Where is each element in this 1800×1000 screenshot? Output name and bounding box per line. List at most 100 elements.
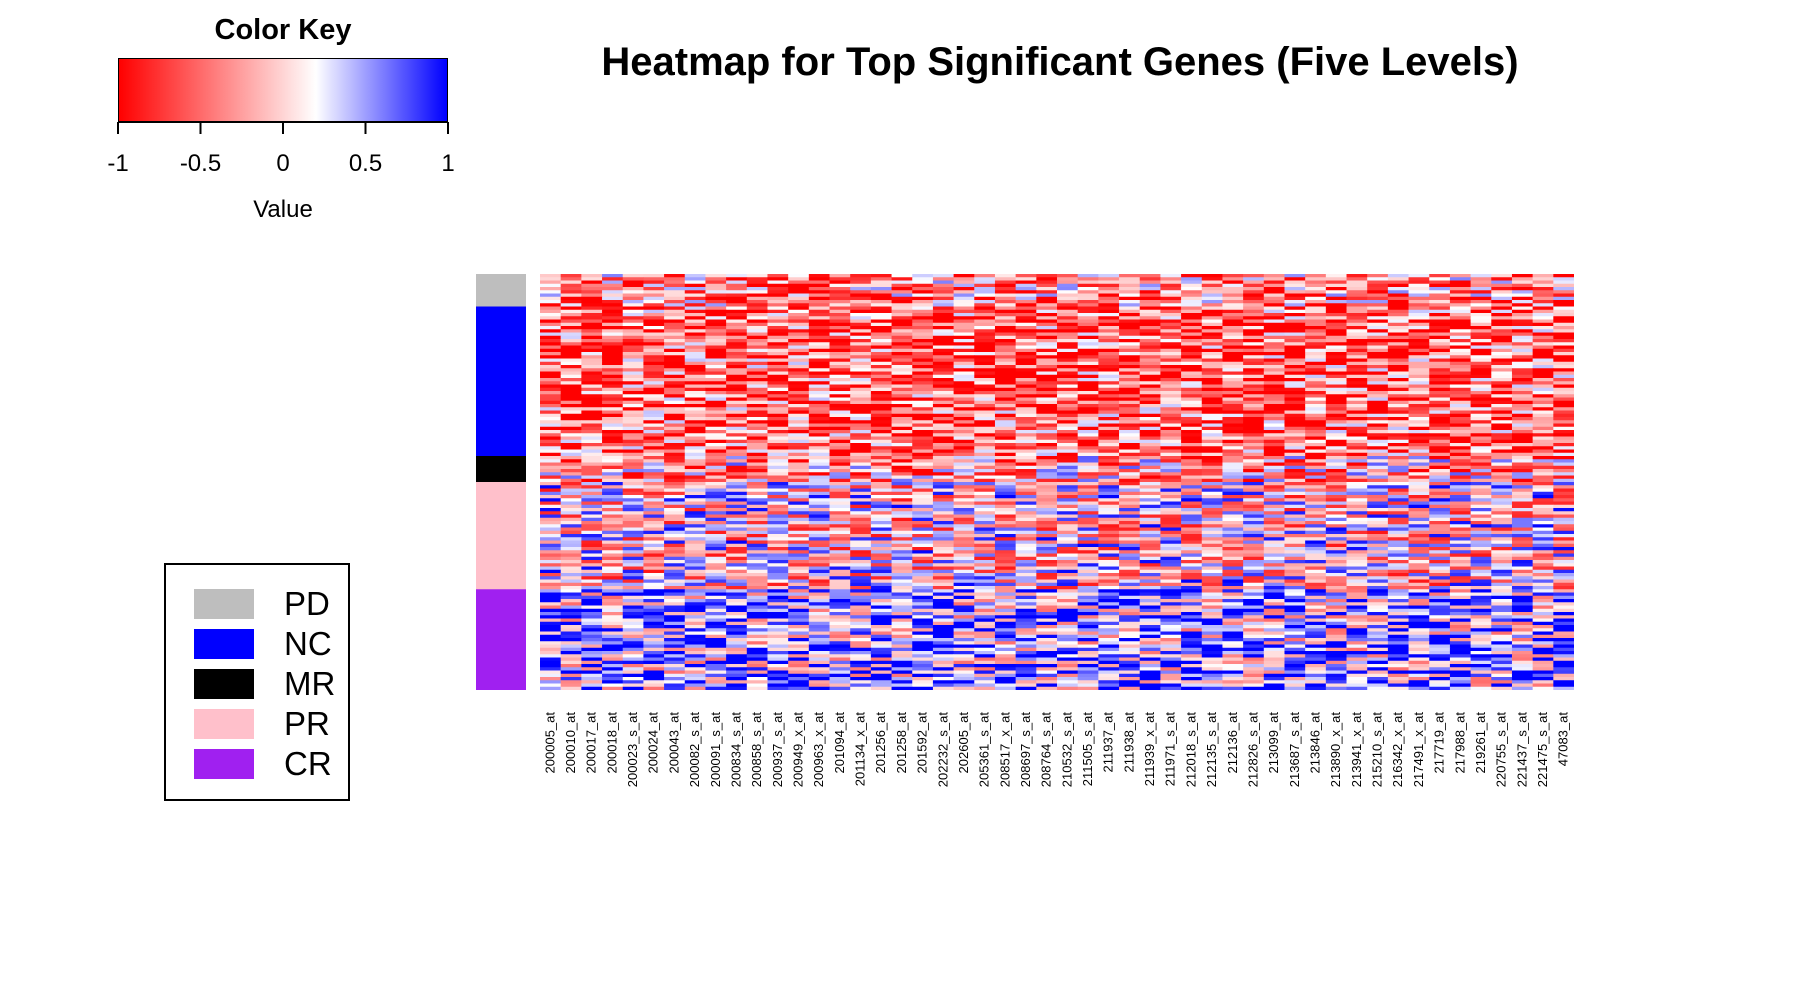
heatmap-cell <box>1222 452 1244 457</box>
heatmap-cell <box>1139 407 1161 411</box>
heatmap-cell <box>1181 319 1203 324</box>
heatmap-cell <box>1077 511 1099 515</box>
heatmap-cell <box>664 443 686 447</box>
heatmap-cell <box>684 556 706 561</box>
heatmap-cell <box>1449 566 1471 571</box>
heatmap-cell <box>1015 553 1037 558</box>
heatmap-cell <box>1077 384 1099 389</box>
heatmap-cell <box>746 303 768 307</box>
heatmap-cell <box>1387 491 1409 496</box>
heatmap-cell <box>974 472 996 476</box>
heatmap-cell <box>1429 537 1451 541</box>
heatmap-cell <box>953 287 975 291</box>
heatmap-cell <box>664 485 686 489</box>
heatmap-cell <box>622 566 644 571</box>
heatmap-cell <box>581 566 603 571</box>
heatmap-cell <box>1408 378 1430 382</box>
heatmap-cell <box>1119 560 1141 564</box>
heatmap-cell <box>891 573 913 577</box>
heatmap-cell <box>1532 358 1554 363</box>
heatmap-cell <box>1491 485 1513 489</box>
heatmap-cell <box>1222 436 1244 441</box>
heatmap-cell <box>1243 530 1265 535</box>
heatmap-cell <box>1470 342 1492 346</box>
heatmap-cell <box>1119 462 1141 467</box>
heatmap-cell <box>1139 534 1161 538</box>
heatmap-cell <box>602 303 624 307</box>
heatmap-cell <box>1511 322 1534 327</box>
heatmap-cell <box>850 566 872 571</box>
heatmap-cell <box>912 498 934 502</box>
heatmap-cell <box>1491 407 1513 411</box>
heatmap-cell <box>726 283 748 288</box>
heatmap-cell <box>870 498 892 502</box>
heatmap-cell <box>932 397 954 402</box>
heatmap-cell <box>1201 397 1223 402</box>
heatmap-cell <box>1408 511 1430 515</box>
heatmap-cell <box>912 381 934 385</box>
heatmap-cell <box>664 563 686 567</box>
heatmap-cell <box>1098 378 1120 382</box>
heatmap-cell <box>788 459 810 463</box>
heatmap-cell <box>643 534 665 538</box>
heatmap-cell <box>1449 342 1471 346</box>
heatmap-cell <box>684 361 706 366</box>
heatmap-cell <box>1284 472 1306 476</box>
heatmap-cell <box>1119 436 1141 441</box>
heatmap-cell <box>622 326 644 330</box>
heatmap-cell <box>1139 475 1161 480</box>
heatmap-cell <box>870 459 892 463</box>
heatmap-cell <box>1263 488 1285 493</box>
heatmap-cell <box>1119 352 1141 356</box>
heatmap-cell <box>1036 530 1058 535</box>
heatmap-cell <box>1325 589 1347 593</box>
heatmap-cell <box>622 430 644 434</box>
heatmap-cell <box>1532 303 1554 307</box>
heatmap-cell <box>664 478 686 483</box>
heatmap-cell <box>932 475 954 480</box>
heatmap-cell <box>974 569 996 574</box>
heatmap-cell <box>684 322 706 327</box>
heatmap-cell <box>1222 410 1244 415</box>
heatmap-cell <box>953 508 975 512</box>
heatmap-cell <box>1243 589 1265 593</box>
heatmap-cell <box>1470 573 1492 577</box>
heatmap-cell <box>726 329 748 333</box>
heatmap-cell <box>932 400 954 405</box>
heatmap-cell <box>767 491 789 496</box>
heatmap-cell <box>1325 319 1347 324</box>
heatmap-cell <box>974 423 996 428</box>
heatmap-cell <box>870 469 892 473</box>
heatmap-cell <box>1387 524 1409 528</box>
heatmap-cell <box>684 352 706 356</box>
heatmap-cell <box>1491 573 1513 577</box>
heatmap-cell <box>974 368 996 372</box>
heatmap-cell <box>581 582 603 587</box>
heatmap-cell <box>1160 504 1182 509</box>
heatmap-cell <box>932 433 954 437</box>
heatmap-cell <box>1429 501 1451 506</box>
heatmap-cell <box>726 407 748 411</box>
heatmap-cell <box>1077 306 1099 311</box>
heatmap-cell <box>932 394 954 398</box>
heatmap-cell <box>994 524 1017 528</box>
heatmap-cell <box>870 397 892 402</box>
heatmap-cell <box>1057 277 1079 281</box>
heatmap-cell <box>664 586 686 590</box>
heatmap-cell <box>1222 530 1244 535</box>
heatmap-cell <box>808 387 830 392</box>
heatmap-cell <box>1160 514 1182 519</box>
heatmap-cell <box>1429 573 1451 577</box>
heatmap-cell <box>1139 488 1161 493</box>
heatmap-cell <box>870 306 892 311</box>
heatmap-cell <box>643 319 665 324</box>
heatmap-cell <box>560 456 582 460</box>
heatmap-cell <box>1077 355 1099 359</box>
heatmap-cell <box>602 439 624 444</box>
heatmap-cell <box>1015 329 1037 333</box>
heatmap-cell <box>1387 589 1409 593</box>
heatmap-cell <box>1263 410 1285 415</box>
heatmap-cell <box>788 407 810 411</box>
heatmap-cell <box>581 296 603 301</box>
heatmap-cell <box>1098 491 1120 496</box>
